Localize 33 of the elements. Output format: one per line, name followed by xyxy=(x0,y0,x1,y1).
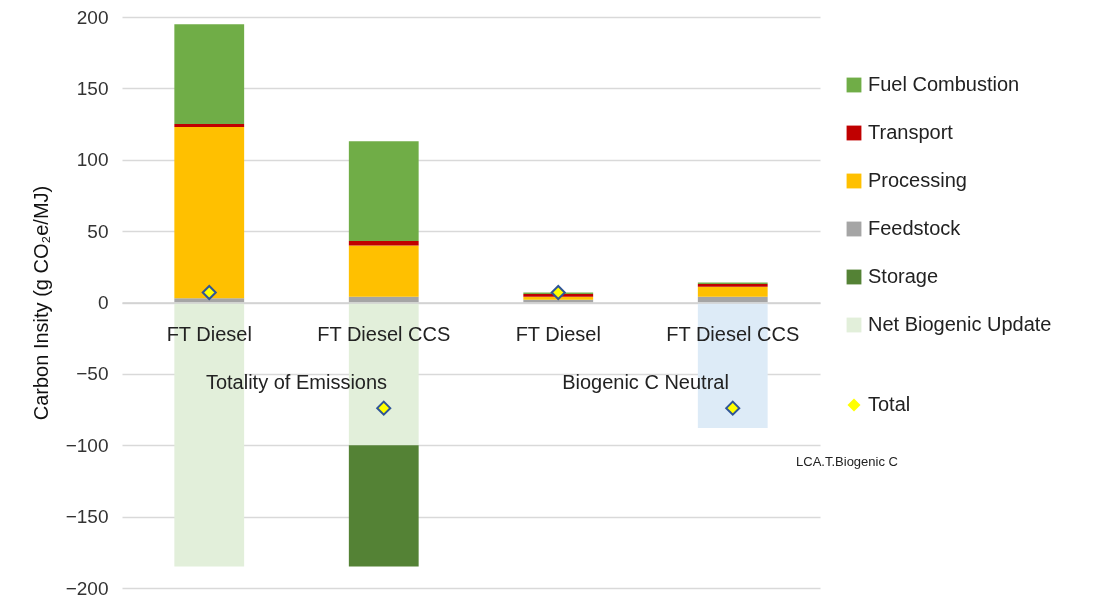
y-tick-label: −200 xyxy=(65,577,109,599)
bar xyxy=(348,445,419,567)
x-tick-label: FT Diesel CCS xyxy=(666,323,800,345)
annotation: Totality of Emissions xyxy=(205,370,388,393)
y-tick-label: 200 xyxy=(76,6,109,28)
x-tick-label: FT Diesel CCS xyxy=(317,323,451,345)
x-tick-label: FT Diesel xyxy=(515,323,601,345)
y-tick-label: −150 xyxy=(65,506,109,528)
x-tick-label: FT Diesel xyxy=(166,323,252,345)
y-tick-label: −50 xyxy=(76,363,109,385)
bar xyxy=(348,245,419,297)
legend-label: Fuel Combustion xyxy=(868,73,1020,95)
y-tick-label: −100 xyxy=(65,434,109,456)
bar xyxy=(348,241,419,246)
bar xyxy=(174,126,245,299)
legend-label: Net Biogenic Update xyxy=(868,313,1052,335)
y-tick-label: 150 xyxy=(76,77,109,99)
y-tick-label: 50 xyxy=(87,220,109,242)
annotation: Biogenic C Neutral xyxy=(562,370,729,393)
legend-label: Feedstock xyxy=(868,217,962,239)
bar xyxy=(348,141,419,242)
bar xyxy=(697,286,768,297)
annotation: LCA.T.Biogenic C xyxy=(796,454,898,469)
legend-label: Processing xyxy=(868,169,967,191)
y-tick-label: 0 xyxy=(97,292,109,313)
legend-label: Storage xyxy=(868,265,939,287)
bar xyxy=(174,124,245,127)
legend-label: Total xyxy=(868,393,911,415)
bar xyxy=(174,298,245,303)
y-tick-label: 100 xyxy=(76,149,109,171)
y-axis-title: Carbon Insity (g CO₂e/MJ) xyxy=(29,185,52,421)
bar xyxy=(174,24,245,125)
legend-label: Transport xyxy=(868,121,954,143)
